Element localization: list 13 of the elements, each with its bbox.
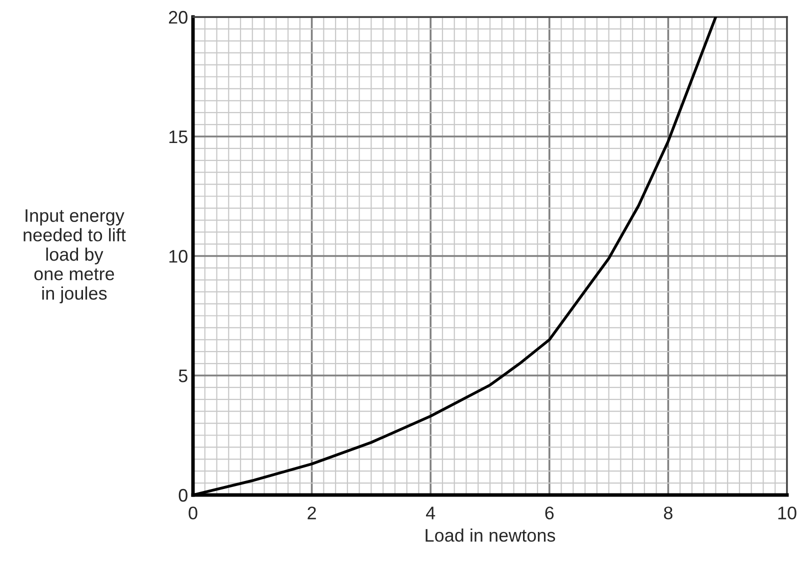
y-tick-label: 15 — [169, 130, 188, 144]
y-axis-title: Input energy needed to lift load by one metre in joules — [24, 209, 126, 304]
y-tick-label: 10 — [169, 250, 188, 263]
x-axis-title: Load in newtons — [426, 528, 556, 542]
x-tick-label: 4 — [426, 506, 436, 520]
x-tick-label: 2 — [308, 506, 316, 520]
x-tick-label: 0 — [188, 506, 198, 520]
y-tick-label: 0 — [178, 488, 188, 502]
x-tick-label: 8 — [664, 506, 672, 520]
x-tick-label: 10 — [778, 506, 796, 520]
x-tick-label: 6 — [545, 506, 554, 520]
y-tick-label: 20 — [168, 10, 188, 24]
y-tick-label: 5 — [178, 370, 188, 382]
